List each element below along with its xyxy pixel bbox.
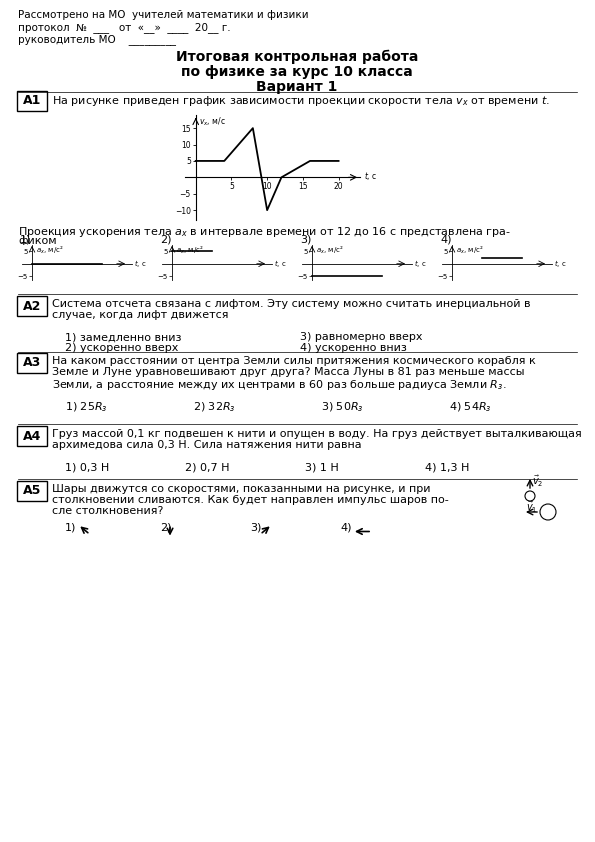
Text: 3): 3) <box>300 235 311 245</box>
Text: по физике за курс 10 класса: по физике за курс 10 класса <box>181 65 413 79</box>
Text: $a_x$, м/с²: $a_x$, м/с² <box>176 245 203 256</box>
Text: 4) ускоренно вниз: 4) ускоренно вниз <box>300 343 407 353</box>
Text: Проекция ускорения тела $a_x$ в интервале времени от 12 до 16 с представлена гра: Проекция ускорения тела $a_x$ в интервал… <box>18 225 511 239</box>
Text: Земле и Луне уравновешивают друг друга? Масса Луны в 81 раз меньше массы: Земле и Луне уравновешивают друг друга? … <box>52 367 525 377</box>
Text: 2): 2) <box>160 235 171 245</box>
Text: сле столкновения?: сле столкновения? <box>52 506 164 516</box>
Text: 1): 1) <box>65 523 76 532</box>
Text: 3) равномерно вверх: 3) равномерно вверх <box>300 332 422 342</box>
Text: 1) 0,3 Н: 1) 0,3 Н <box>65 462 109 472</box>
Text: Груз массой 0,1 кг подвешен к нити и опущен в воду. На груз действует выталкиваю: Груз массой 0,1 кг подвешен к нити и опу… <box>52 429 582 439</box>
Text: 4) 1,3 Н: 4) 1,3 Н <box>425 462 469 472</box>
FancyBboxPatch shape <box>17 91 47 111</box>
FancyBboxPatch shape <box>17 353 47 373</box>
Text: 2) 32$R_з$: 2) 32$R_з$ <box>193 400 236 413</box>
Text: $\vec{v}_2$: $\vec{v}_2$ <box>532 474 543 489</box>
Text: случае, когда лифт движется: случае, когда лифт движется <box>52 310 228 320</box>
Text: $a_x$, м/с²: $a_x$, м/с² <box>456 245 484 256</box>
Text: $\vec{v}_1$: $\vec{v}_1$ <box>526 500 537 515</box>
Text: Итоговая контрольная работа: Итоговая контрольная работа <box>176 50 418 64</box>
Text: $a_x$, м/с²: $a_x$, м/с² <box>316 245 344 256</box>
Text: 4): 4) <box>340 523 352 532</box>
Text: Шары движутся со скоростями, показанными на рисунке, и при: Шары движутся со скоростями, показанными… <box>52 484 431 494</box>
Text: На каком расстоянии от центра Земли силы притяжения космического корабля к: На каком расстоянии от центра Земли силы… <box>52 356 536 366</box>
Text: архимедова сила 0,3 Н. Сила натяжения нити равна: архимедова сила 0,3 Н. Сила натяжения ни… <box>52 440 362 450</box>
Text: Земли, а расстояние между их центрами в 60 раз больше радиуса Земли $R_з$.: Земли, а расстояние между их центрами в … <box>52 378 506 392</box>
Text: $t$, с: $t$, с <box>274 258 287 269</box>
Circle shape <box>525 491 535 501</box>
Text: 3) 50$R_з$: 3) 50$R_з$ <box>321 400 364 413</box>
Text: 4) 54$R_з$: 4) 54$R_з$ <box>449 400 491 413</box>
Text: 1) 25$R_з$: 1) 25$R_з$ <box>65 400 108 413</box>
Text: Система отсчета связана с лифтом. Эту систему можно считать инерциальной в: Система отсчета связана с лифтом. Эту си… <box>52 299 531 309</box>
Text: фиком: фиком <box>18 236 57 246</box>
Text: Рассмотрено на МО  учителей математики и физики: Рассмотрено на МО учителей математики и … <box>18 10 309 20</box>
FancyBboxPatch shape <box>17 481 47 501</box>
Text: $v_x$, м/с: $v_x$, м/с <box>199 115 226 127</box>
Text: столкновении сливаются. Как будет направлен импульс шаров по-: столкновении сливаются. Как будет направ… <box>52 495 449 505</box>
Circle shape <box>540 504 556 520</box>
FancyBboxPatch shape <box>17 426 47 446</box>
Text: $t$, с: $t$, с <box>134 258 146 269</box>
Text: 3) 1 Н: 3) 1 Н <box>305 462 339 472</box>
Text: $t$, с: $t$, с <box>364 170 377 182</box>
Text: $t$, с: $t$, с <box>554 258 566 269</box>
Text: А2: А2 <box>23 300 41 312</box>
Text: А3: А3 <box>23 356 41 370</box>
Text: руководитель МО    _________: руководитель МО _________ <box>18 34 176 45</box>
Text: 4): 4) <box>440 235 452 245</box>
Text: 2) ускоренно вверх: 2) ускоренно вверх <box>65 343 178 353</box>
Text: 3): 3) <box>250 523 261 532</box>
Text: $a_x$, м/с²: $a_x$, м/с² <box>36 245 64 256</box>
Text: Вариант 1: Вариант 1 <box>256 80 338 94</box>
Text: А5: А5 <box>23 484 41 498</box>
Text: На рисунке приведен график зависимости проекции скорости тела $v_x$ от времени $: На рисунке приведен график зависимости п… <box>52 94 550 108</box>
Text: 2): 2) <box>160 523 171 532</box>
FancyBboxPatch shape <box>17 296 47 316</box>
Text: А1: А1 <box>23 94 41 108</box>
Text: 1): 1) <box>20 235 32 245</box>
Text: протокол  №  ___   от  «__»  ____  20__ г.: протокол № ___ от «__» ____ 20__ г. <box>18 22 231 33</box>
Text: 2) 0,7 Н: 2) 0,7 Н <box>185 462 230 472</box>
Text: А4: А4 <box>23 429 41 443</box>
Text: $t$, с: $t$, с <box>414 258 427 269</box>
Text: 1) замедленно вниз: 1) замедленно вниз <box>65 332 181 342</box>
